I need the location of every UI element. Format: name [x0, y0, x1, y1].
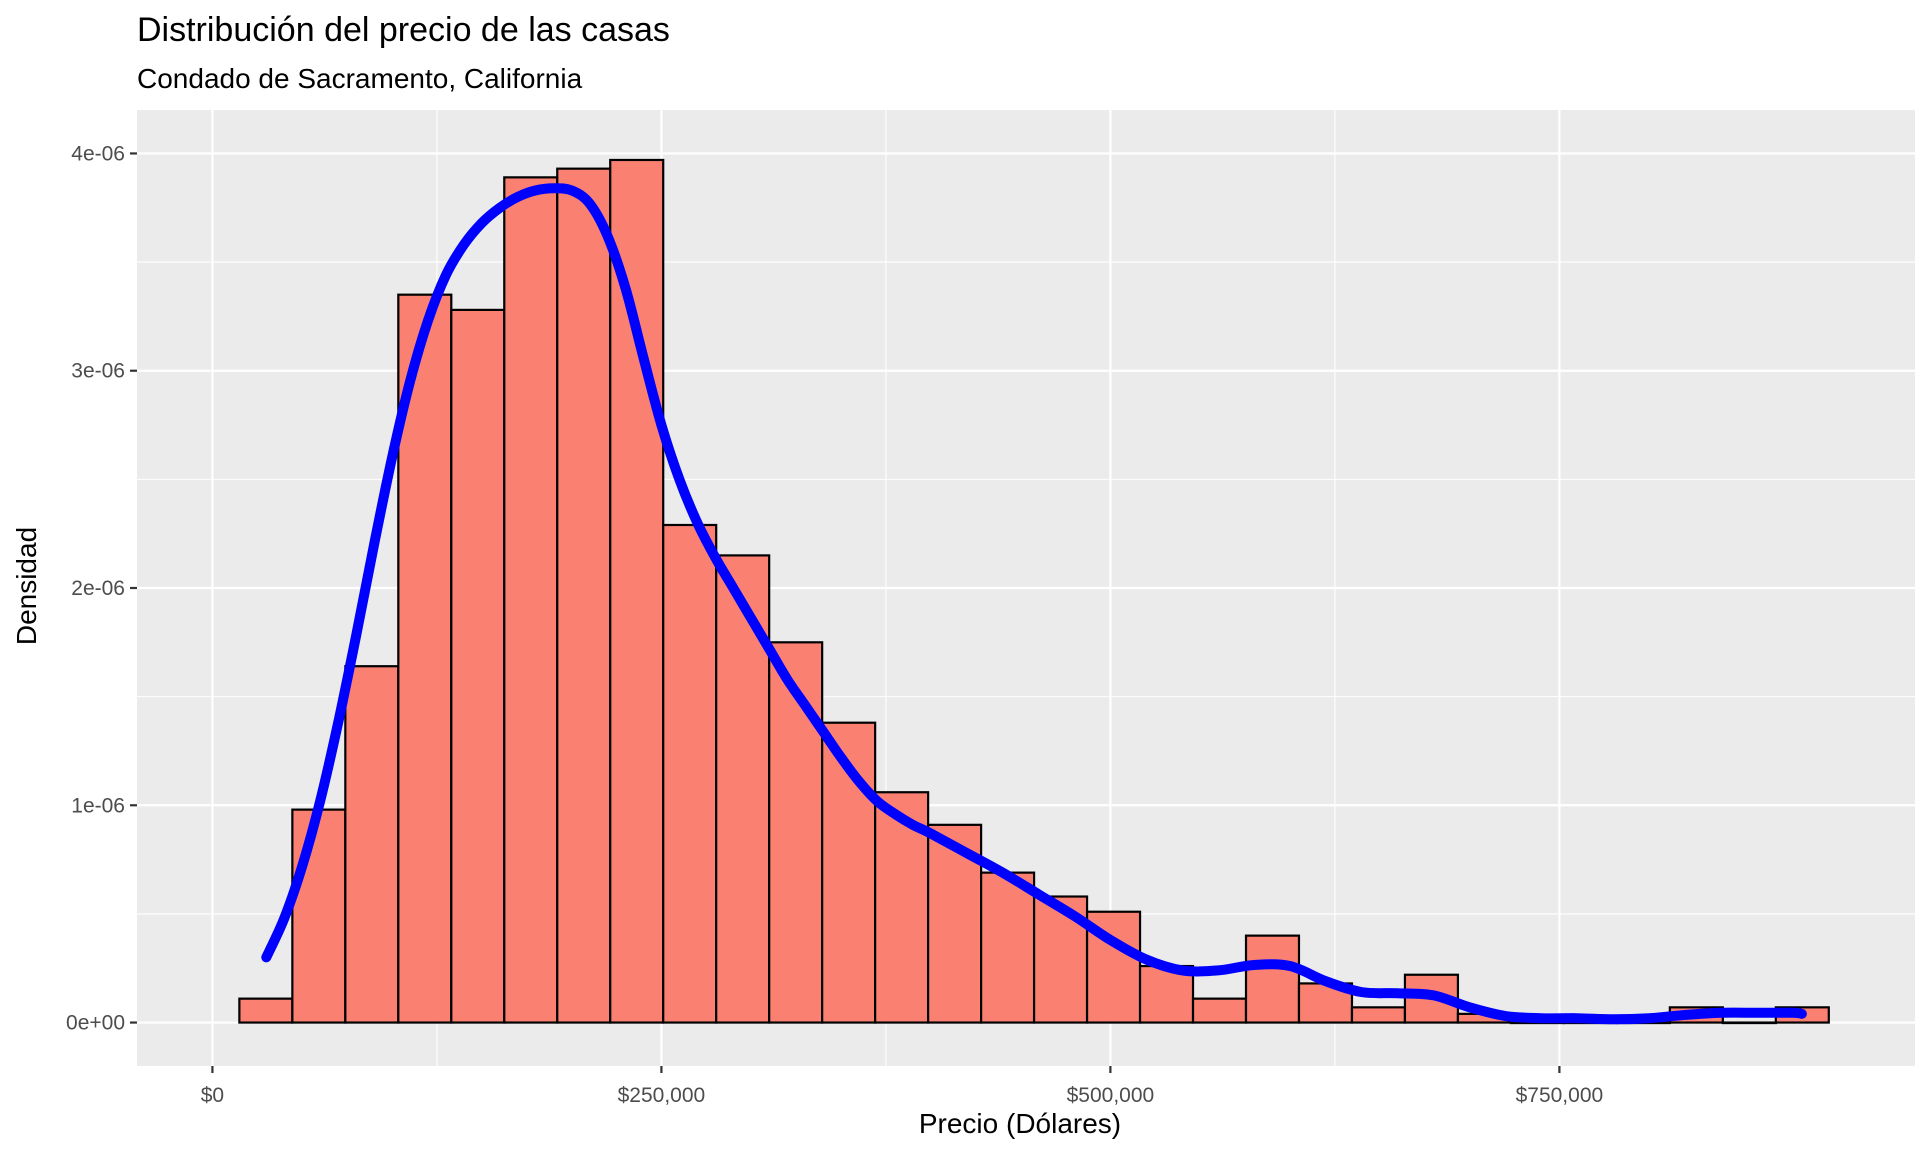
histogram-bar [1350, 1006, 1407, 1024]
histogram-bar [238, 997, 294, 1024]
density-curve [261, 183, 1807, 1025]
histogram-bar [609, 158, 665, 1024]
x-tick-label: $250,000 [618, 1084, 706, 1107]
histogram-bar [503, 176, 559, 1024]
y-tick-label: 4e-06 [71, 142, 125, 165]
histogram-bar [1721, 1021, 1777, 1025]
histogram-bar [1191, 997, 1248, 1024]
histogram-bar [556, 167, 612, 1024]
histogram-bar [450, 308, 506, 1024]
histogram-bar [662, 523, 718, 1024]
axis-ticks: $0 $250,000 $500,000 $750,000 0e+00 1e-06 2e-0… [66, 142, 1603, 1107]
histogram-bar [1244, 934, 1301, 1024]
x-tick-label: $750,000 [1516, 1084, 1604, 1107]
histogram-bar [980, 871, 1036, 1024]
y-tick-label: 1e-06 [71, 794, 125, 817]
histogram-bar [715, 554, 771, 1024]
y-tick-label: 2e-06 [71, 577, 125, 600]
x-tick-label: $0 [201, 1084, 224, 1107]
histogram-bar [344, 665, 400, 1024]
x-tick-label: $500,000 [1067, 1084, 1155, 1107]
histogram-bar [291, 808, 347, 1024]
chart-subtitle: Condado de Sacramento, California [137, 63, 583, 94]
histogram-bars [238, 158, 1830, 1025]
histogram-bar [1297, 982, 1354, 1024]
histogram-bar [397, 293, 453, 1024]
y-axis-title: Densidad [11, 527, 42, 645]
x-axis-title: Precio (Dólares) [919, 1108, 1121, 1139]
chart-title: Distribución del precio de las casas [137, 11, 670, 49]
histogram-bar [768, 641, 824, 1024]
y-tick-label: 3e-06 [71, 360, 125, 383]
y-tick-label: 0e+00 [66, 1012, 125, 1035]
